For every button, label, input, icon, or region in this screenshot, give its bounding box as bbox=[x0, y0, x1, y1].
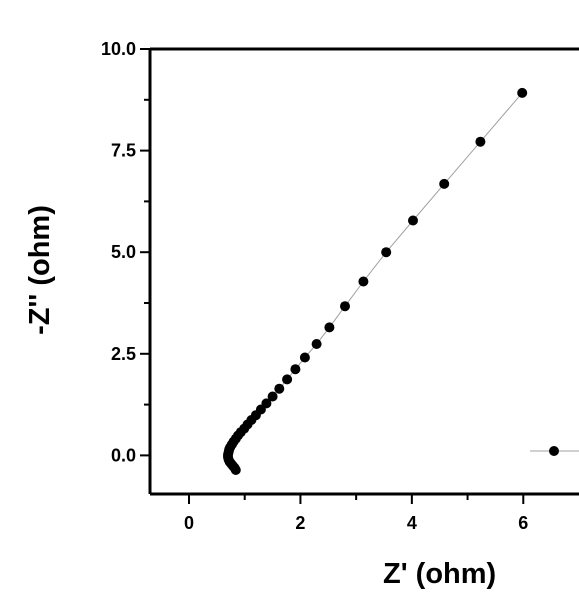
data-point bbox=[358, 276, 369, 287]
data-point bbox=[267, 391, 278, 402]
data-point bbox=[475, 136, 486, 147]
x-axis-tick-labels: 0 2 4 6 bbox=[184, 513, 528, 533]
x-tick-label: 2 bbox=[295, 513, 305, 533]
y-axis-ticks bbox=[140, 48, 150, 457]
y-tick-label: 10.0 bbox=[101, 39, 136, 59]
y-tick-label: 5.0 bbox=[111, 242, 136, 262]
data-point bbox=[299, 352, 310, 363]
series-connecting-line bbox=[227, 92, 523, 471]
data-point bbox=[261, 398, 272, 409]
data-point bbox=[408, 215, 418, 226]
series-line-group bbox=[227, 92, 523, 471]
data-point bbox=[282, 374, 293, 385]
y-tick-label: 2.5 bbox=[111, 344, 136, 364]
x-tick-label: 0 bbox=[184, 513, 194, 533]
y-tick-label: 0.0 bbox=[111, 445, 136, 465]
x-axis-title: Z' (ohm) bbox=[383, 558, 496, 590]
data-point bbox=[381, 247, 392, 258]
data-point bbox=[274, 383, 285, 394]
y-axis-title: -Z'' (ohm) bbox=[24, 205, 56, 335]
x-tick-label: 6 bbox=[518, 513, 528, 533]
x-axis-ticks bbox=[188, 494, 525, 504]
data-point bbox=[311, 339, 322, 349]
data-point bbox=[290, 364, 301, 375]
legend bbox=[530, 446, 579, 456]
x-tick-label: 4 bbox=[407, 513, 417, 533]
series-points-group bbox=[223, 87, 528, 475]
legend-marker bbox=[549, 446, 559, 456]
data-point bbox=[324, 322, 335, 333]
plot-frame bbox=[148, 47, 579, 496]
y-tick-label: 7.5 bbox=[111, 141, 136, 161]
data-point bbox=[340, 301, 350, 312]
y-axis-tick-labels: 0.0 2.5 5.0 7.5 10.0 bbox=[101, 39, 136, 465]
data-point bbox=[439, 178, 450, 189]
data-point bbox=[517, 87, 528, 98]
